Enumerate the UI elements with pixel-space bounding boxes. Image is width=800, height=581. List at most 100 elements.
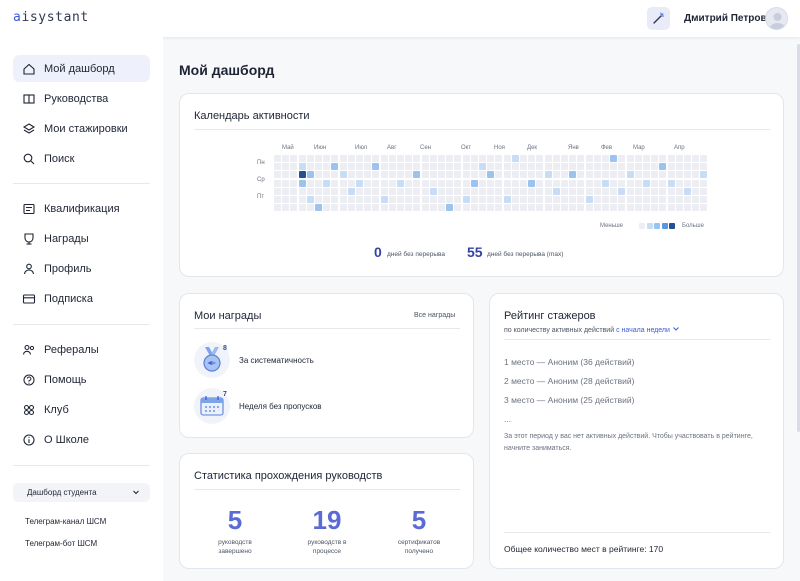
sidebar-item[interactable]: Поиск [13, 145, 150, 172]
activity-cell [290, 155, 298, 162]
page-scrollbar[interactable] [797, 44, 800, 432]
activity-cell [536, 204, 544, 212]
sidebar-item-label: Руководства [44, 92, 109, 105]
activity-cell [479, 196, 486, 203]
sidebar-item[interactable]: Награды [13, 225, 150, 252]
activity-cell [552, 171, 560, 179]
activity-cell [438, 204, 445, 212]
award-badge[interactable] [194, 342, 230, 378]
nav-divider [13, 183, 150, 184]
activity-cell [347, 196, 355, 203]
activity-cell [306, 187, 314, 195]
activity-cell [479, 163, 486, 171]
activity-cell [643, 204, 650, 212]
activity-cell [536, 155, 544, 162]
activity-cell [462, 179, 470, 187]
activity-cell [323, 155, 331, 162]
activity-cell [675, 204, 683, 212]
activity-cell [298, 163, 306, 171]
activity-cell [626, 196, 634, 203]
sidebar-item[interactable]: Мой дашборд [13, 55, 150, 82]
activity-cell [339, 171, 347, 179]
activity-cell [503, 196, 511, 203]
activity-cell [544, 171, 552, 179]
activity-cell [290, 163, 298, 171]
activity-cell [298, 155, 306, 162]
sidebar-item-label: Профиль [44, 262, 92, 275]
activity-cell [388, 204, 396, 212]
sidebar-item[interactable]: Подписка [13, 285, 150, 312]
legend-swatch [646, 223, 653, 229]
rating-row: 3 место — Аноним (25 действий) [504, 395, 635, 405]
activity-cell [380, 163, 388, 171]
activity-cell [323, 196, 331, 203]
activity-cell [569, 171, 577, 179]
activity-cell [331, 171, 339, 179]
day-label: Пт [257, 194, 265, 200]
all-awards-link[interactable]: Все награды [414, 312, 456, 319]
activity-cell [462, 187, 470, 195]
chevron-down-icon [673, 327, 679, 331]
award-badge[interactable] [194, 388, 230, 424]
sidebar-item[interactable]: Мои стажировки [13, 115, 150, 142]
activity-cell [446, 171, 454, 179]
app-logo[interactable]: aisystant [13, 10, 89, 25]
sidebar-item[interactable]: Клуб [13, 396, 150, 423]
activity-cell [405, 196, 413, 203]
activity-cell [659, 163, 667, 171]
avatar[interactable] [765, 7, 788, 30]
month-label: Ноя [494, 145, 505, 151]
activity-cell [577, 163, 585, 171]
activity-cell [593, 204, 601, 212]
activity-cell [626, 163, 634, 171]
activity-cell [397, 179, 404, 187]
activity-cell [429, 163, 437, 171]
medal-icon [203, 347, 221, 372]
activity-cell [651, 196, 659, 203]
activity-cell [290, 171, 298, 179]
magic-wand-button[interactable] [647, 7, 670, 30]
activity-cell [364, 155, 372, 162]
sidebar-item[interactable]: О Школе [13, 426, 150, 453]
sidebar-item[interactable]: Квалификация [13, 195, 150, 222]
activity-cell [372, 163, 380, 171]
activity-cell [528, 204, 536, 212]
activity-cell [618, 187, 626, 195]
activity-cell [495, 196, 503, 203]
activity-cell [700, 196, 708, 203]
activity-cell [585, 163, 593, 171]
activity-cell [347, 163, 355, 171]
activity-cell [487, 163, 495, 171]
activity-cell [454, 187, 462, 195]
activity-cell [634, 187, 642, 195]
activity-cell [511, 187, 519, 195]
activity-cell [610, 187, 618, 195]
activity-cell [388, 196, 396, 203]
activity-cell [405, 187, 413, 195]
activity-cell [306, 155, 314, 162]
dashboard-select[interactable]: Дашборд студента [13, 483, 150, 502]
sidebar-item[interactable]: Рефералы [13, 336, 150, 363]
activity-cell [323, 187, 331, 195]
sidebar-item[interactable]: Руководства [13, 85, 150, 112]
telegram-channel-link[interactable]: Телеграм-канал ШСМ [25, 517, 107, 526]
activity-cell [470, 171, 478, 179]
sidebar-item[interactable]: Помощь [13, 366, 150, 393]
activity-cell [528, 163, 536, 171]
activity-cell [462, 155, 470, 162]
activity-cell [421, 196, 429, 203]
telegram-bot-link[interactable]: Телеграм-бот ШСМ [25, 539, 98, 548]
activity-cell [626, 155, 634, 162]
activity-cell [364, 196, 372, 203]
rating-period-select[interactable]: с начала недели [616, 327, 680, 334]
activity-cell [569, 155, 577, 162]
activity-cell [593, 171, 601, 179]
user-name[interactable]: Дмитрий Петров [684, 13, 767, 24]
activity-cell [405, 204, 413, 212]
activity-cell [421, 163, 429, 171]
activity-cell [659, 204, 667, 212]
sidebar-item-label: Подписка [44, 292, 93, 305]
sidebar-item[interactable]: Профиль [13, 255, 150, 282]
certificate-icon [22, 202, 36, 216]
activity-cell [397, 155, 404, 162]
